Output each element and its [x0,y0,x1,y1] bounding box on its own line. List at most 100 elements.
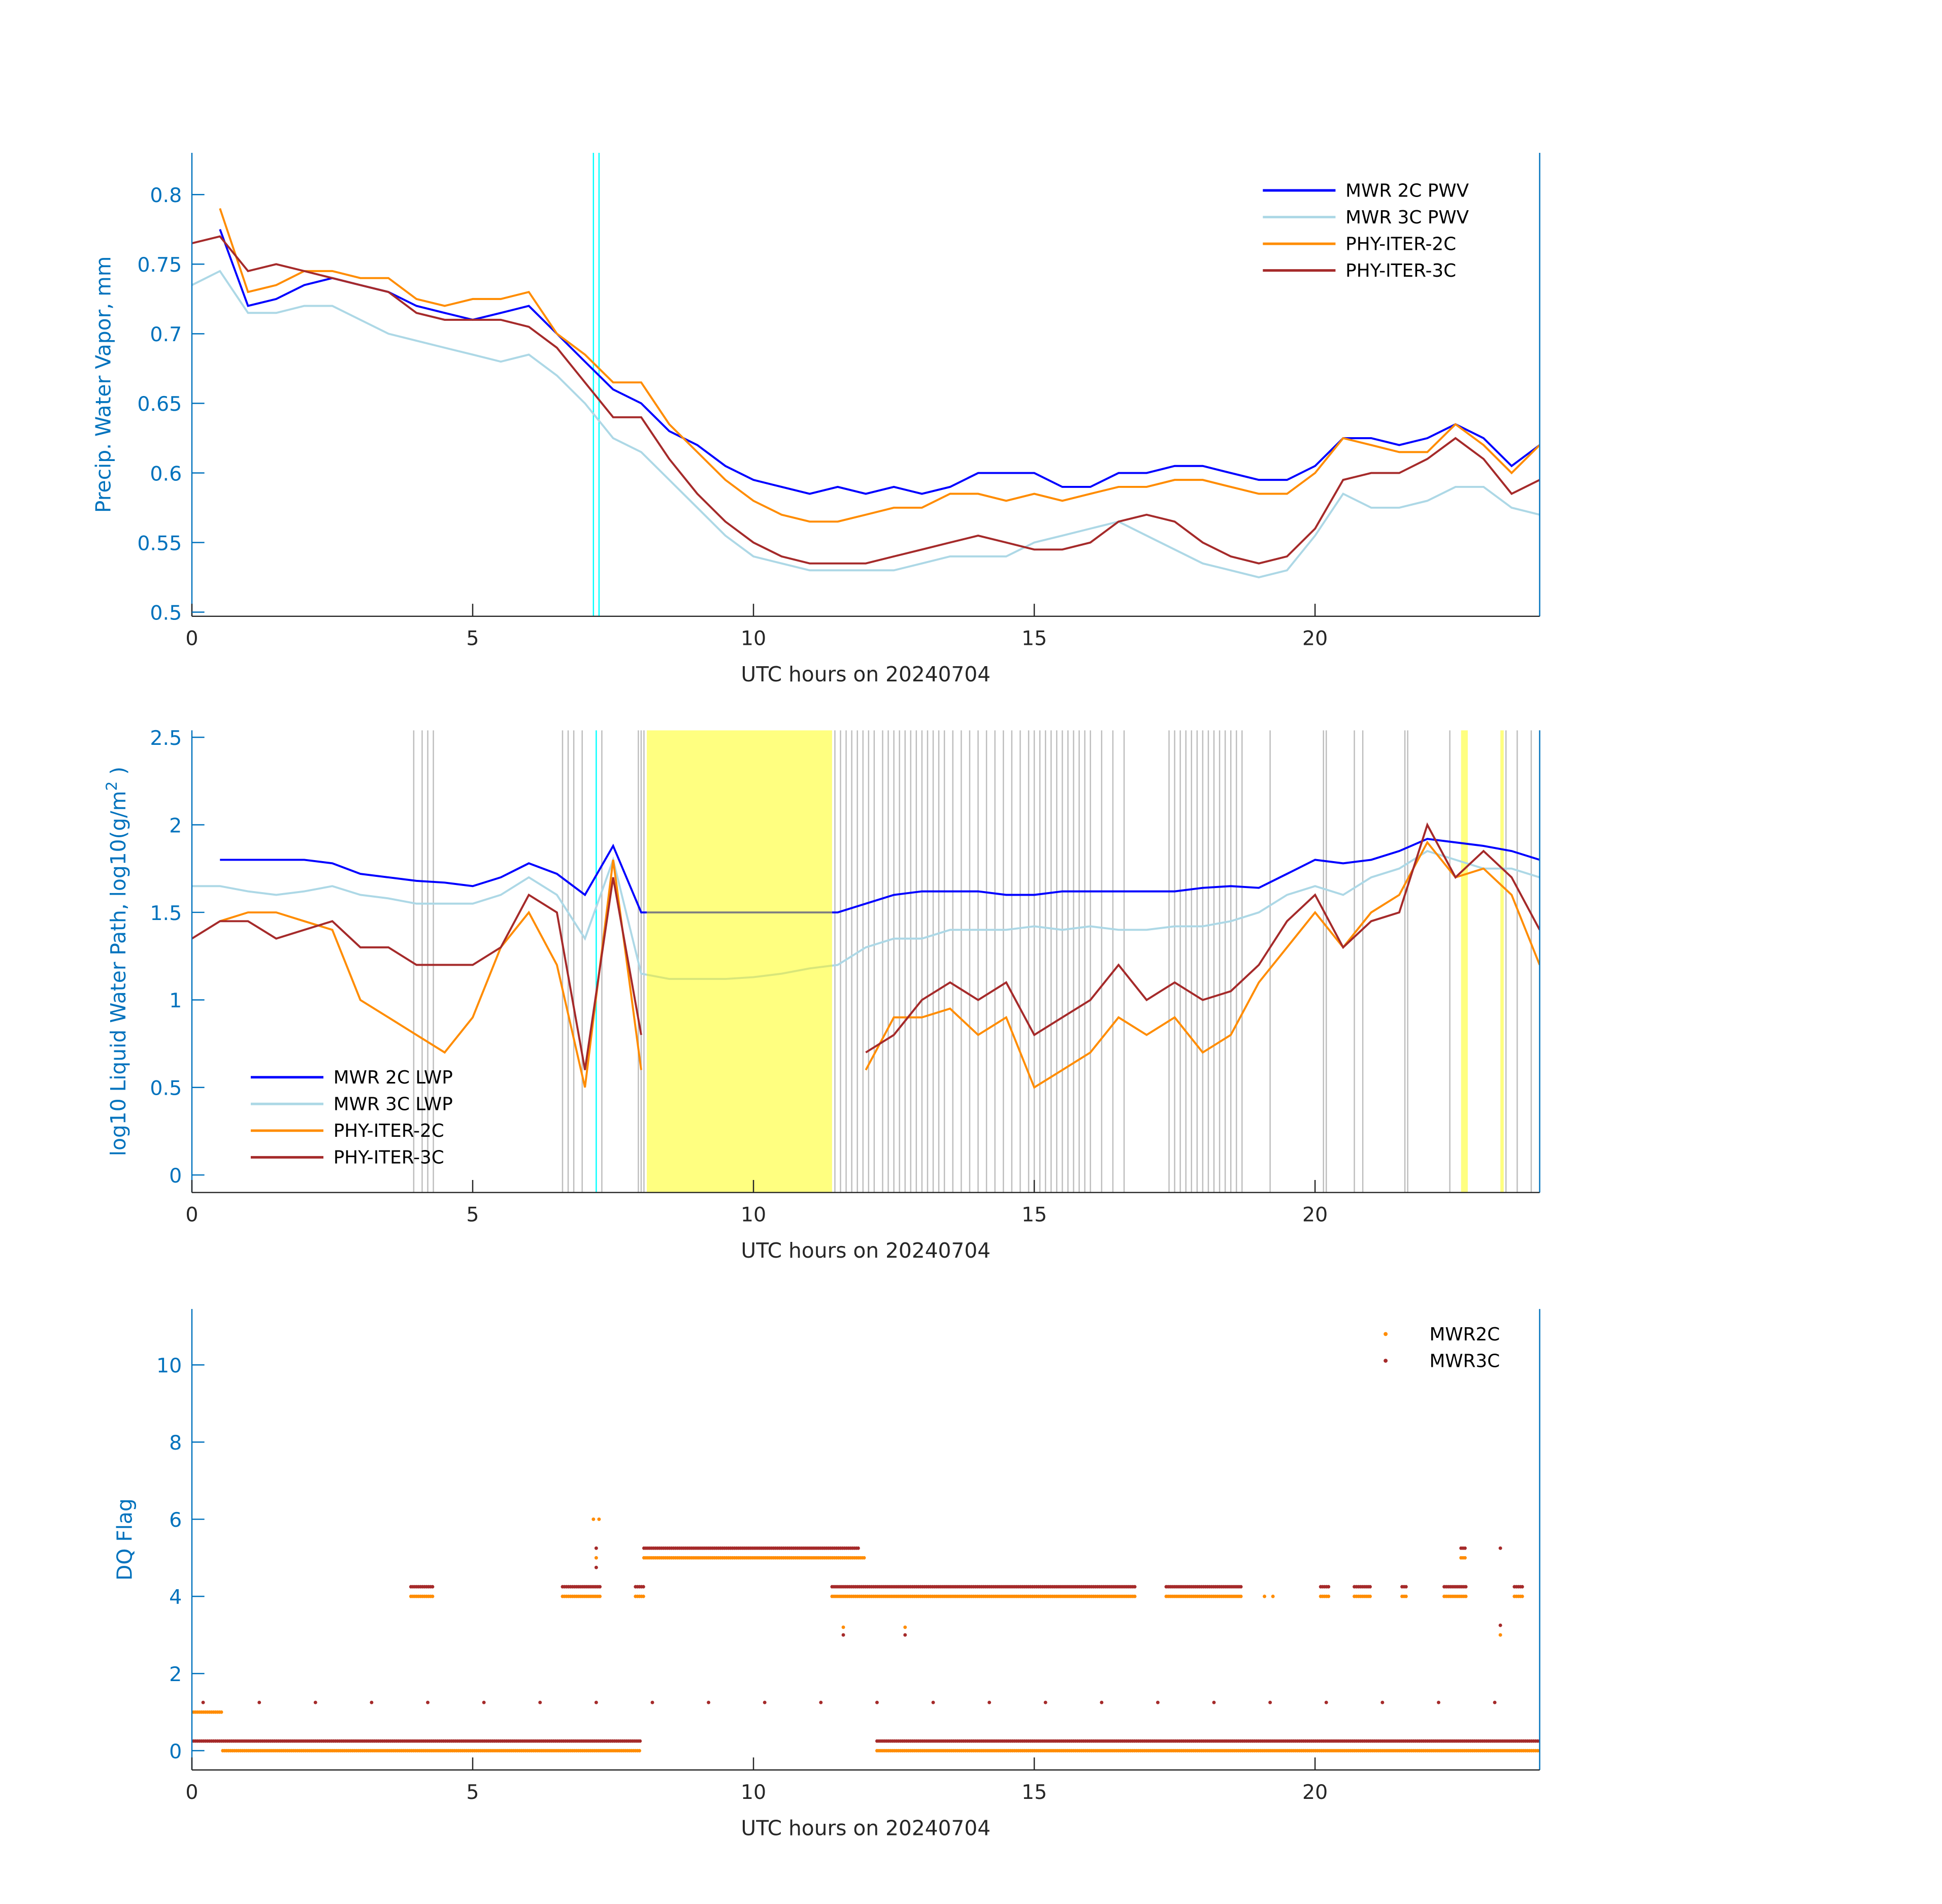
legend-item-phy3c: PHY-ITER-3C [1263,260,1456,281]
x-tick-label: 20 [1302,1203,1328,1226]
data-point [482,1700,486,1704]
data-point [1437,1700,1440,1704]
data-point [763,1700,767,1704]
x-tick-label: 5 [466,1203,479,1226]
y-tick-label: 2 [169,814,182,837]
x-tick-label: 15 [1022,627,1047,650]
data-point [594,1556,598,1560]
x-tick-label: 20 [1302,627,1328,650]
data-point [594,1546,598,1550]
plot-area [191,152,1540,616]
legend-item-phy2c: MWR2C [1384,1324,1500,1345]
flag-highlight-band [1500,730,1504,1193]
data-point [1380,1700,1385,1704]
legend-label: PHY-ITER-3C [1345,260,1456,281]
data-point [598,1585,602,1589]
y-tick-label: 8 [169,1431,182,1455]
data-point [1463,1556,1467,1560]
series-line-mwr2c-masked [646,911,832,914]
legend-item-mwr2c: MWR 2C LWP [250,1067,453,1088]
data-point [1404,1594,1408,1598]
data-point [431,1585,435,1589]
legend-item-phy3c: PHY-ITER-3C [250,1147,444,1168]
legend-label: MWR 2C LWP [334,1067,453,1088]
x-tick-label: 10 [741,627,766,650]
data-point [313,1700,317,1704]
data-point [1404,1585,1408,1589]
y-axis-label-text: Precip. Water Vapor, mm [91,256,116,513]
data-point [1520,1594,1524,1598]
x-tick-label: 15 [1022,1203,1047,1226]
plot-area [191,730,1540,1193]
panel-3: 0 5 10 15 20 0 2 4 6 8 10 UTC hours on 20240704 DQ F… [113,1309,1540,1840]
series-line-mwr3c [191,270,1540,579]
data-point [638,1749,641,1753]
data-point [931,1700,935,1704]
series-line-mwr3c-masked [646,964,832,980]
data-point [1464,1585,1468,1589]
data-point [1263,1594,1267,1598]
data-point [707,1700,711,1704]
legend-item-mwr2c: MWR 2C PWV [1263,180,1469,201]
legend-label: MWR3C [1429,1351,1500,1371]
data-point [1212,1700,1216,1704]
y-tick-label: 1.5 [150,902,182,925]
y-axis-label-text: log10 Liquid Water Path, log10(g/m [106,791,130,1156]
y-tick-label: 6 [169,1508,182,1532]
legend: MWR 2C LWP MWR 3C LWP PHY-ITER-2C PHY-ITER-… [250,1067,453,1168]
legend-item-phy2c: PHY-ITER-2C [1263,234,1456,254]
series-line-mwr2c [220,838,1540,914]
data-point [903,1633,907,1637]
data-point [819,1700,823,1704]
data-point [1464,1594,1468,1598]
y-tick-label: 0.5 [150,1077,182,1100]
y-tick-label: 0.55 [137,532,182,555]
x-tick-label: 5 [466,627,479,650]
x-axis-label: UTC hours on 20240704 [741,662,991,686]
legend-label: PHY-ITER-2C [334,1121,444,1141]
data-point [1493,1700,1497,1704]
x-tick-label: 0 [185,627,198,650]
data-point [1239,1585,1243,1589]
data-point [598,1594,602,1598]
series-points-phy3c [191,1546,1540,1743]
data-point [257,1700,261,1704]
y-tick-label: 2.5 [150,727,182,750]
data-point [1043,1700,1047,1704]
series-points-phy2c [191,1517,1540,1753]
data-point [1327,1594,1331,1598]
y-tick-label: 0.8 [150,184,182,207]
legend-item-phy2c: PHY-ITER-2C [250,1121,444,1141]
y-tick-label: 2 [169,1663,182,1686]
data-point [1327,1585,1331,1589]
legend: MWR 2C PWV MWR 3C PWV PHY-ITER-2C PHY-ITER-… [1263,180,1469,281]
x-tick-label: 10 [741,1203,766,1226]
legend-label: MWR 2C PWV [1345,180,1469,201]
data-point [426,1700,430,1704]
legend-label: MWR 3C PWV [1345,207,1469,228]
y-tick-label: 4 [169,1586,182,1609]
data-point [370,1700,374,1704]
data-point [650,1700,654,1704]
data-point [1368,1585,1372,1589]
x-tick-label: 0 [185,1203,198,1226]
data-point [1271,1594,1275,1598]
x-tick-label: 20 [1302,1781,1328,1804]
data-point [1498,1633,1502,1637]
y-tick-label: 0.5 [150,601,182,625]
data-point [856,1546,860,1550]
y-tick-label: 0.65 [137,392,182,416]
legend-item-mwr3c: MWR 3C LWP [250,1094,453,1115]
data-point [1268,1700,1272,1704]
flag-highlight-band [646,730,832,1193]
series-line-mwr3c [191,849,1540,980]
legend: MWR2C MWR3C [1384,1324,1500,1371]
x-tick-label: 10 [741,1781,766,1804]
legend-item-mwr3c: MWR 3C PWV [1263,207,1469,228]
data-point [431,1594,435,1598]
data-point [841,1625,845,1629]
data-point [591,1517,596,1521]
data-point [641,1585,645,1589]
data-point [1156,1700,1160,1704]
x-tick-label: 5 [466,1781,479,1804]
